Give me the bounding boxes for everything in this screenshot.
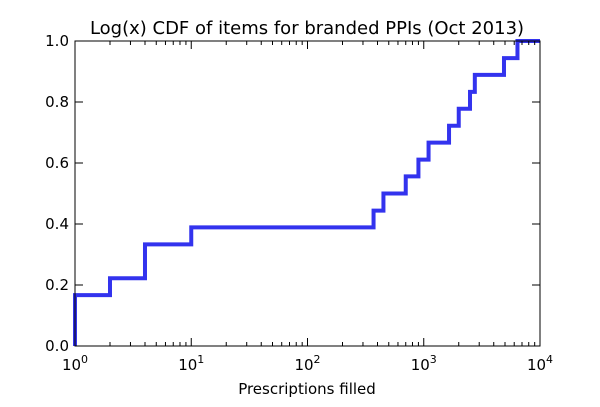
x-tick-label: 103 bbox=[411, 353, 437, 374]
y-tick-label: 0.4 bbox=[45, 215, 69, 233]
x-tick-label: 102 bbox=[294, 353, 320, 374]
y-tick-label: 1.0 bbox=[45, 32, 69, 50]
chart-title: Log(x) CDF of items for branded PPIs (Oc… bbox=[90, 18, 524, 39]
y-tick-label: 0.8 bbox=[45, 93, 69, 111]
x-tick-label: 101 bbox=[178, 353, 204, 374]
plot-area: 100 101 102 103 104 0.0 0.2 0.4 0.6 0.8 1.0 bbox=[45, 32, 553, 374]
y-ticks: 0.0 0.2 0.4 0.6 0.8 1.0 bbox=[45, 32, 540, 355]
x-axis-label: Prescriptions filled bbox=[238, 380, 376, 398]
y-tick-label: 0.2 bbox=[45, 276, 69, 294]
x-tick-label: 100 bbox=[62, 353, 88, 374]
y-tick-label: 0.0 bbox=[45, 337, 69, 355]
y-tick-label: 0.6 bbox=[45, 154, 69, 172]
plot-frame bbox=[74, 40, 541, 347]
x-tick-label: 104 bbox=[527, 353, 553, 374]
x-ticks: 100 101 102 103 104 bbox=[62, 41, 553, 374]
series-line-cdf bbox=[73, 39, 540, 346]
